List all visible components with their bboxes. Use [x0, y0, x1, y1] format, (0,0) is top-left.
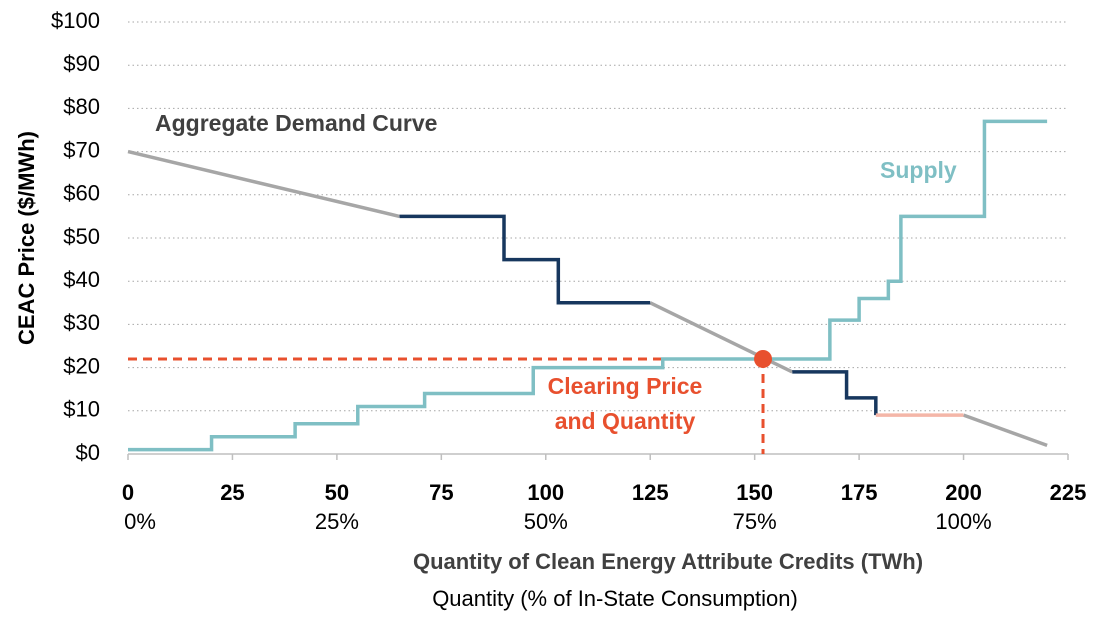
- y-axis-label: CEAC Price ($/MWh): [14, 131, 39, 345]
- series-label: Supply: [880, 157, 957, 183]
- y-tick-label: $10: [63, 397, 100, 422]
- y-tick-label: $20: [63, 353, 100, 378]
- y-tick-label: $0: [76, 440, 100, 465]
- series-line: [127, 149, 400, 219]
- x-tick-label: 25: [220, 480, 244, 505]
- y-tick-label: $100: [51, 8, 100, 33]
- x2-tick-label: 25%: [315, 509, 359, 534]
- series-line: [128, 119, 1048, 452]
- x-tick-label: 150: [736, 480, 773, 505]
- x-tick-label: 50: [325, 480, 349, 505]
- y-tick-label: $60: [63, 181, 100, 206]
- series-label: Aggregate Demand Curve: [155, 110, 437, 136]
- x2-tick-label: 50%: [524, 509, 568, 534]
- y-tick-label: $50: [63, 224, 100, 249]
- clearing-label: and Quantity: [555, 408, 696, 434]
- y-tick-label: $40: [63, 267, 100, 292]
- x-axis-label: Quantity of Clean Energy Attribute Credi…: [413, 549, 923, 574]
- x2-tick-label: 100%: [935, 509, 991, 534]
- y-tick-label: $70: [63, 137, 100, 162]
- x-tick-label: 125: [632, 480, 669, 505]
- clearing-point: [754, 349, 773, 368]
- series-line: [399, 214, 651, 305]
- x-tick-label: 0: [122, 480, 134, 505]
- clearing-label: Clearing Price: [548, 373, 703, 399]
- y-tick-label: $90: [63, 51, 100, 76]
- series-line: [792, 370, 878, 416]
- series-line: [962, 413, 1048, 448]
- x-tick-label: 100: [527, 480, 564, 505]
- x2-tick-label: 0%: [124, 509, 156, 534]
- x-tick-label: 175: [841, 480, 878, 505]
- y-tick-label: $80: [63, 94, 100, 119]
- x-tick-label: 225: [1050, 480, 1087, 505]
- x2-axis-label: Quantity (% of In-State Consumption): [432, 586, 798, 611]
- y-tick-label: $30: [63, 310, 100, 335]
- x-tick-label: 75: [429, 480, 453, 505]
- x2-tick-label: 75%: [733, 509, 777, 534]
- x-tick-label: 200: [945, 480, 982, 505]
